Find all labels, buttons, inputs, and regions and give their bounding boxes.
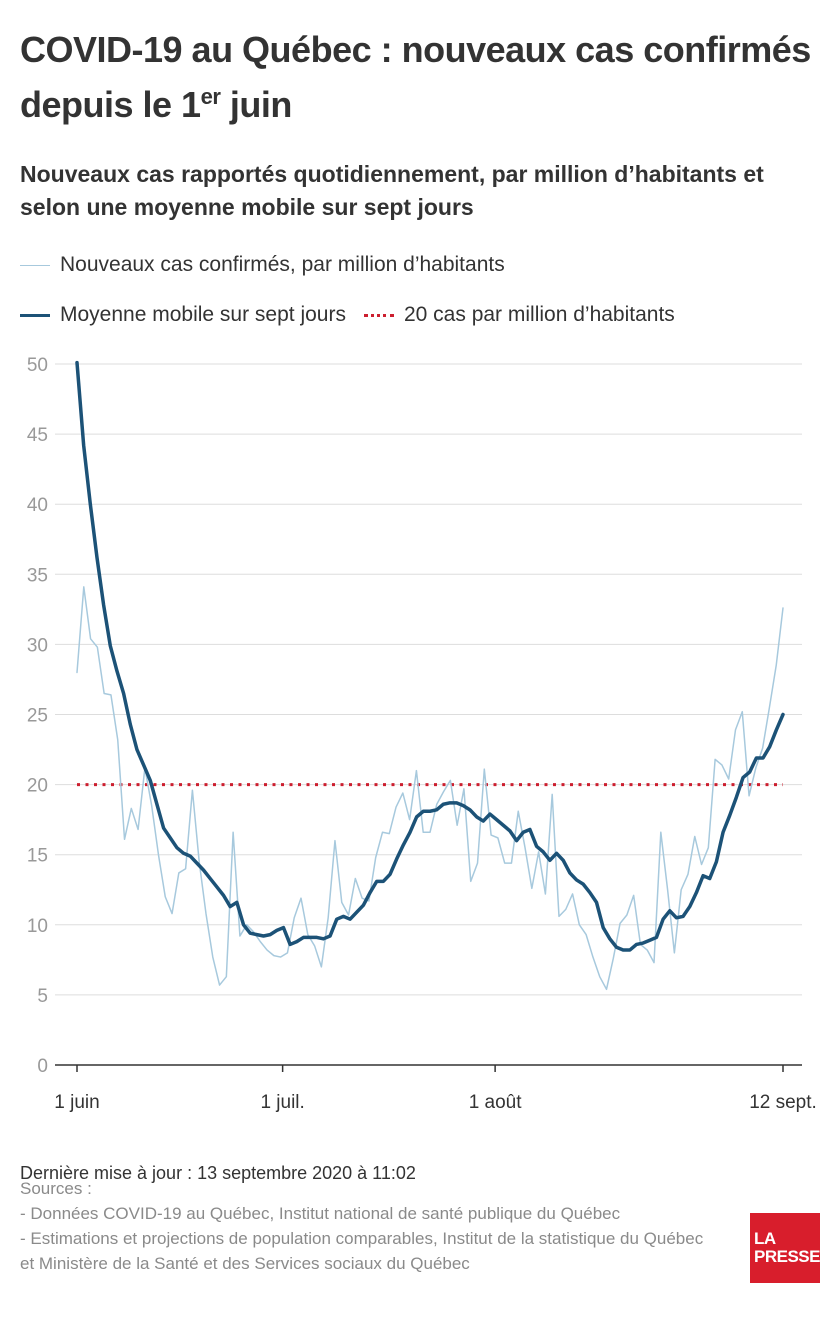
chart-title-main: COVID-19 au Québec : nouveaux cas confir… [20,29,811,125]
y-tick-label: 5 [37,986,48,1007]
x-tick-label: 1 août [469,1092,523,1113]
y-tick-label: 15 [27,846,48,867]
legend-threshold-label: 20 cas par million d’habitants [403,303,675,326]
y-tick-label: 25 [27,706,48,727]
legend-avg-swatch [20,313,50,317]
y-tick-label: 35 [27,565,48,586]
x-axis-ticks: 1 juin 1 juil. 1 août 12 sept. [54,1065,817,1113]
series-avg-line [75,360,785,952]
source-item: - Estimations et projections de populati… [20,1229,704,1273]
source-item: - Données COVID-19 au Québec, Institut n… [20,1204,621,1223]
chart-subtitle: Nouveaux cas rapportés quotidiennement, … [20,161,764,220]
sources: Sources : - Données COVID-19 au Québec, … [20,1176,720,1276]
legend-avg-label: Moyenne mobile sur sept jours [60,303,346,326]
x-tick-label: 1 juil. [260,1092,304,1113]
sources-heading: Sources : [20,1179,92,1198]
y-tick-label: 0 [37,1056,48,1077]
legend-avg: Moyenne mobile sur sept jours 20 cas par… [20,300,675,330]
logo-line2: PRESSE [754,1247,820,1266]
legend-daily-swatch [20,264,50,266]
x-tick-label: 1 juin [54,1092,99,1113]
series-daily-line [76,586,784,991]
x-tick-label: 12 sept. [749,1092,817,1113]
y-tick-label: 30 [27,635,48,656]
y-axis-ticks: 0 5 10 15 20 25 30 35 40 45 50 [27,355,48,1077]
legend-daily-label: Nouveaux cas confirmés, par million d’ha… [60,253,505,276]
y-tick-label: 20 [27,776,48,797]
y-tick-label: 40 [27,495,48,516]
y-tick-label: 50 [27,355,48,376]
y-tick-label: 45 [27,425,48,446]
legend-threshold-swatch [363,313,394,317]
legend-daily: Nouveaux cas confirmés, par million d’ha… [20,250,505,280]
line-chart: 0 5 10 15 20 25 30 35 40 45 50 1 juin 1 juil. 1 août… [27,355,817,1113]
chart-title-end: juin [220,84,292,125]
last-updated: Dernière mise à jour : 13 septembre 2020… [20,1163,416,1183]
logo-line1: LA [754,1229,776,1248]
y-tick-label: 10 [27,916,48,937]
chart-title: COVID-19 au Québec : nouveaux cas confir… [20,22,820,132]
la-presse-logo: LA PRESSE [750,1213,820,1283]
chart-title-superscript: er [200,84,221,109]
